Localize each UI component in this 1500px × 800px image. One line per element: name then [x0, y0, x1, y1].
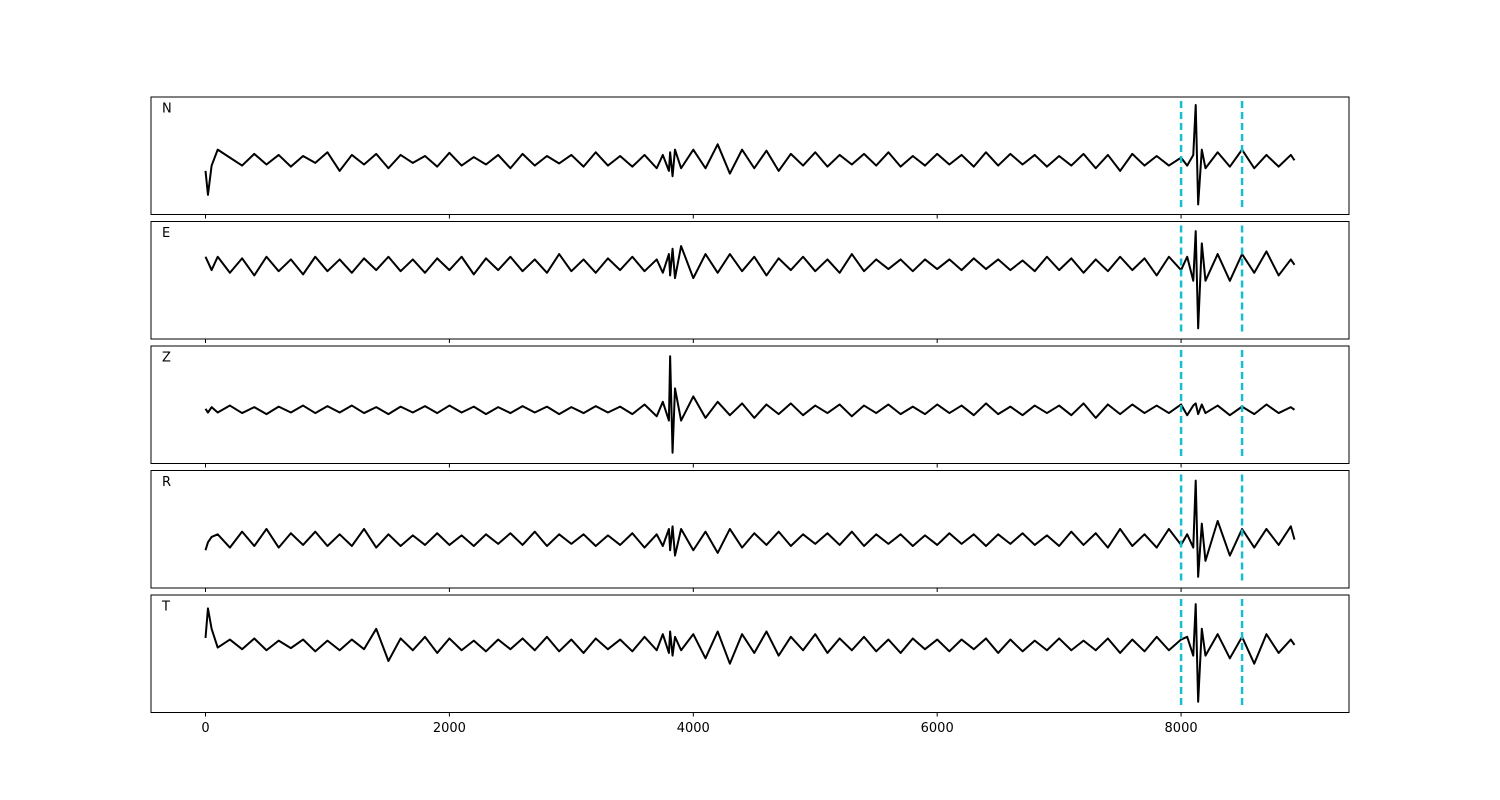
channel-label: E	[162, 226, 170, 241]
trace	[204, 479, 1296, 578]
channel-label: T	[161, 600, 170, 615]
channel-label: R	[162, 475, 171, 490]
channel-label: Z	[162, 351, 171, 366]
trace	[204, 230, 1296, 330]
panel-frame	[150, 96, 1350, 215]
trace	[204, 103, 1296, 206]
panel-frame	[150, 345, 1350, 464]
x-tick-label: 8000	[1165, 721, 1198, 736]
panel-frame	[150, 470, 1350, 589]
x-tick-label: 0	[201, 721, 209, 736]
x-tick-label: 6000	[921, 721, 954, 736]
panel-frame	[150, 221, 1350, 340]
trace	[204, 355, 1296, 454]
channel-label: N	[162, 102, 172, 117]
trace	[204, 603, 1296, 703]
panel-frame	[150, 594, 1350, 713]
x-tick-label: 2000	[433, 721, 466, 736]
x-tick-label: 4000	[677, 721, 710, 736]
